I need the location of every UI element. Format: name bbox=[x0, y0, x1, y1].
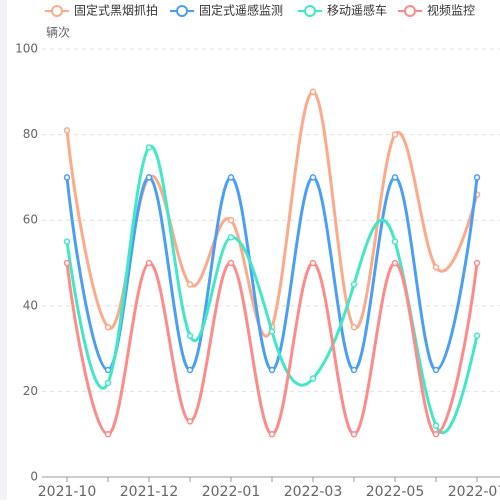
point bbox=[268, 430, 276, 438]
point bbox=[186, 366, 194, 374]
y-tick-label: 60 bbox=[23, 213, 38, 227]
point bbox=[145, 259, 153, 267]
legend: 固定式黑烟抓拍 固定式遥感监测 移动遥感车 视频监控 bbox=[45, 3, 475, 18]
legend-marker bbox=[404, 5, 416, 17]
point bbox=[350, 323, 358, 331]
point bbox=[227, 174, 235, 181]
y-tick-label: 80 bbox=[23, 127, 38, 141]
series-line bbox=[65, 261, 479, 436]
legend-marker bbox=[304, 5, 316, 17]
y-axis-label: 辆次 bbox=[46, 26, 70, 40]
point bbox=[104, 430, 112, 438]
point bbox=[391, 131, 399, 138]
x-tick-label: 2022-01 bbox=[202, 484, 261, 500]
y-tick-label: 20 bbox=[23, 384, 38, 398]
point bbox=[309, 88, 317, 96]
point bbox=[309, 174, 317, 181]
point bbox=[350, 281, 358, 288]
point bbox=[473, 332, 481, 340]
point bbox=[268, 366, 276, 374]
point bbox=[227, 234, 235, 241]
point bbox=[104, 379, 112, 387]
point bbox=[268, 328, 276, 335]
point bbox=[104, 323, 112, 331]
point bbox=[350, 430, 358, 438]
legend-label: 固定式遥感监测 bbox=[199, 3, 283, 18]
legend-label: 移动遥感车 bbox=[327, 3, 387, 18]
point bbox=[145, 174, 153, 181]
point bbox=[227, 216, 235, 224]
legend-label: 视频监控 bbox=[427, 3, 475, 18]
point bbox=[391, 259, 399, 267]
point bbox=[227, 259, 235, 267]
point bbox=[63, 127, 71, 134]
point bbox=[432, 264, 440, 271]
y-tick-label: 100 bbox=[15, 42, 38, 56]
point bbox=[350, 366, 358, 374]
point bbox=[391, 174, 399, 181]
point bbox=[104, 366, 112, 374]
point bbox=[145, 144, 153, 151]
point bbox=[309, 375, 317, 382]
legend-label: 固定式黑烟抓拍 bbox=[74, 3, 158, 18]
point bbox=[432, 430, 440, 438]
point bbox=[63, 259, 71, 267]
x-tick-label: 2022-07 bbox=[448, 484, 500, 500]
point bbox=[473, 259, 481, 267]
point bbox=[186, 418, 194, 425]
point bbox=[186, 281, 194, 288]
x-tick-label: 2021-10 bbox=[38, 484, 97, 500]
point bbox=[309, 259, 317, 267]
point bbox=[186, 332, 194, 340]
point bbox=[391, 238, 399, 245]
x-tick-label: 2022-03 bbox=[284, 484, 343, 500]
point bbox=[63, 174, 71, 181]
x-tick-label: 2022-05 bbox=[366, 484, 425, 500]
side-strip bbox=[0, 0, 7, 500]
y-tick-label: 0 bbox=[30, 470, 38, 484]
legend-marker bbox=[51, 5, 63, 17]
point bbox=[63, 238, 71, 245]
series-line bbox=[65, 90, 479, 338]
point bbox=[432, 366, 440, 374]
x-tick-label: 2021-12 bbox=[120, 484, 179, 500]
point bbox=[432, 422, 440, 429]
legend-marker bbox=[176, 5, 188, 17]
y-tick-label: 40 bbox=[23, 298, 38, 312]
point bbox=[473, 174, 481, 181]
